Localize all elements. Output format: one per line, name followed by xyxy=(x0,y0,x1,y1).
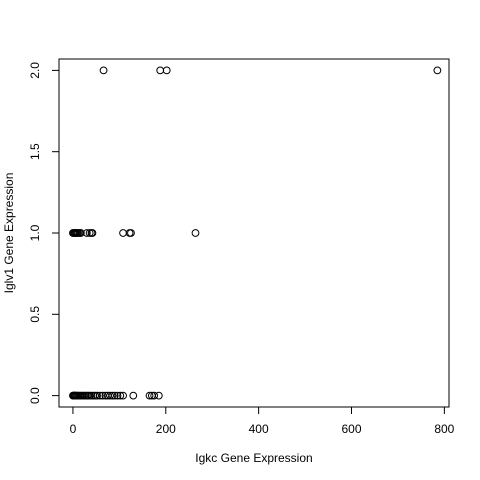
data-point xyxy=(162,66,171,75)
data-point xyxy=(116,391,125,400)
data-point xyxy=(150,391,159,400)
data-point xyxy=(88,229,97,237)
x-tick-label: 400 xyxy=(249,422,269,436)
data-point xyxy=(119,391,127,400)
y-tick-label: 1.5 xyxy=(28,143,42,160)
data-point xyxy=(145,391,154,400)
data-point xyxy=(82,229,91,237)
x-tick-label: 800 xyxy=(434,422,454,436)
x-tick-label: 0 xyxy=(70,422,77,436)
data-point xyxy=(119,229,127,237)
x-tick-label: 600 xyxy=(341,422,361,436)
y-axis: 0.0 0.5 1.0 1.5 2.0 xyxy=(28,62,60,404)
plot-frame xyxy=(58,58,450,408)
x-axis: 0 200 400 600 800 xyxy=(70,406,455,436)
data-point xyxy=(76,229,85,237)
data-point xyxy=(113,391,122,400)
data-point xyxy=(95,391,104,400)
data-point xyxy=(98,391,107,400)
data-point xyxy=(129,391,138,400)
data-point xyxy=(110,391,119,400)
y-tick-label: 0.5 xyxy=(28,306,42,323)
data-point xyxy=(154,391,163,400)
data-point xyxy=(99,66,108,75)
data-point xyxy=(156,66,165,75)
data-point xyxy=(191,229,200,237)
x-axis-label: Igkc Gene Expression xyxy=(195,451,312,465)
data-point xyxy=(93,391,101,400)
data-point xyxy=(433,66,442,75)
y-tick-label: 1.0 xyxy=(28,224,42,241)
y-tick-label: 0.0 xyxy=(28,387,42,404)
y-tick-label: 2.0 xyxy=(28,62,42,79)
data-point xyxy=(106,391,114,400)
data-point xyxy=(108,391,117,400)
data-point xyxy=(127,229,135,237)
x-tick-label: 200 xyxy=(156,422,176,436)
points-layer xyxy=(69,66,442,400)
y-axis-label: Iglv1 Gene Expression xyxy=(2,173,16,294)
